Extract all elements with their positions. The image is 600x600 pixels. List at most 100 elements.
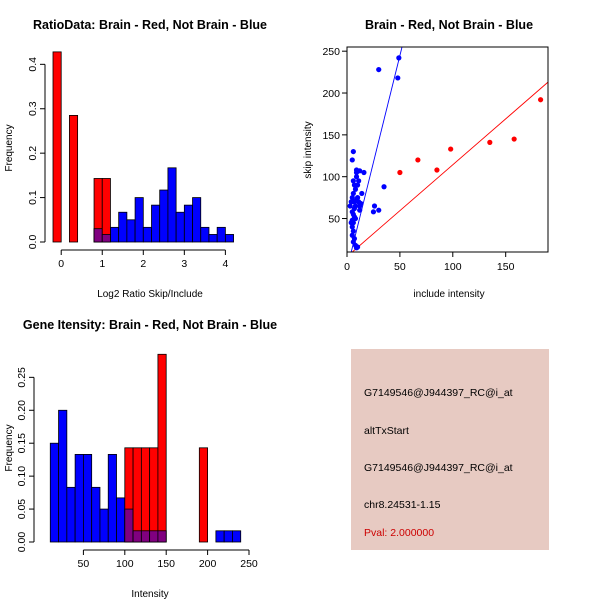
bar-not-brain bbox=[118, 211, 128, 243]
scatter-frame bbox=[346, 46, 549, 253]
point-not-brain bbox=[359, 190, 365, 197]
point-not-brain bbox=[356, 178, 362, 184]
y-tick-label: 0.05 bbox=[16, 499, 28, 520]
y-tick-label: 0.10 bbox=[16, 466, 28, 487]
point-not-brain bbox=[349, 157, 355, 163]
bar-not-brain bbox=[151, 204, 161, 243]
y-tick-label: 0.25 bbox=[16, 367, 28, 388]
y-tick-label: 100 bbox=[322, 172, 340, 184]
bar-not-brain bbox=[192, 197, 202, 243]
point-not-brain bbox=[357, 207, 363, 213]
bar-not-brain bbox=[142, 226, 152, 243]
x-tick-label: 50 bbox=[394, 261, 406, 273]
x-tick-label: 150 bbox=[157, 558, 175, 570]
y-tick-label: 200 bbox=[322, 88, 340, 100]
bar-not-brain bbox=[66, 486, 76, 543]
bar-overlap bbox=[132, 530, 142, 543]
ratio-bars bbox=[52, 51, 234, 243]
point-brain bbox=[448, 146, 454, 152]
bar-not-brain bbox=[91, 486, 101, 543]
info-event-type: altTxStart bbox=[364, 425, 409, 437]
ratio-y-axis-label: Frequency bbox=[4, 124, 15, 171]
point-brain bbox=[397, 169, 403, 176]
point-not-brain bbox=[347, 203, 353, 209]
gene-x-axis-label: Intensity bbox=[131, 589, 168, 600]
point-not-brain bbox=[349, 195, 355, 201]
point-not-brain bbox=[376, 207, 382, 213]
bar-not-brain bbox=[183, 204, 193, 243]
gene-chart-title: Gene Itensity: Brain - Red, Not Brain - … bbox=[23, 318, 277, 332]
point-brain bbox=[434, 167, 440, 173]
point-not-brain bbox=[395, 75, 401, 81]
y-tick-label: 0.20 bbox=[16, 400, 28, 421]
bar-not-brain bbox=[49, 442, 59, 543]
ratio-histogram-panel: RatioData: Brain - Red, Not Brain - Blue… bbox=[4, 18, 267, 300]
bar-not-brain bbox=[175, 211, 185, 243]
bar-not-brain bbox=[208, 234, 218, 243]
x-tick-label: 100 bbox=[116, 558, 134, 570]
x-tick-label: 1 bbox=[99, 258, 105, 270]
point-not-brain bbox=[371, 203, 378, 209]
bar-not-brain bbox=[223, 530, 233, 543]
x-tick-label: 100 bbox=[444, 261, 462, 273]
scatter-x-axis-label: include intensity bbox=[413, 289, 484, 300]
bar-not-brain bbox=[159, 189, 169, 243]
y-tick-label: 0.3 bbox=[27, 101, 39, 116]
point-not-brain bbox=[357, 203, 363, 209]
bar-not-brain bbox=[110, 226, 120, 243]
x-tick-label: 50 bbox=[78, 558, 90, 570]
bar-not-brain bbox=[167, 167, 177, 243]
ratio-chart-title: RatioData: Brain - Red, Not Brain - Blue bbox=[33, 18, 267, 32]
bar-not-brain bbox=[134, 197, 144, 243]
bar-brain bbox=[198, 447, 209, 543]
bar-not-brain bbox=[126, 219, 136, 243]
x-tick-label: 150 bbox=[497, 261, 515, 273]
point-not-brain bbox=[354, 195, 361, 201]
bar-overlap bbox=[149, 530, 159, 543]
x-tick-label: 0 bbox=[58, 258, 64, 270]
point-not-brain bbox=[350, 190, 356, 197]
x-tick-label: 4 bbox=[222, 258, 228, 270]
bar-overlap bbox=[124, 508, 134, 543]
point-brain bbox=[487, 139, 493, 145]
x-tick-label: 0 bbox=[344, 261, 350, 273]
bar-overlap bbox=[101, 234, 111, 243]
bar-not-brain bbox=[107, 454, 117, 543]
bar-overlap bbox=[157, 530, 167, 543]
bar-not-brain bbox=[74, 454, 84, 543]
bar-brain bbox=[157, 353, 167, 543]
gene-y-axis-label: Frequency bbox=[4, 424, 15, 471]
x-tick-label: 3 bbox=[181, 258, 187, 270]
info-probe-id: G7149546@J944397_RC@i_at bbox=[364, 387, 513, 399]
point-brain bbox=[511, 136, 517, 142]
y-tick-label: 0.15 bbox=[16, 433, 28, 454]
info-panel-background bbox=[351, 349, 549, 550]
x-tick-label: 250 bbox=[240, 558, 258, 570]
bar-not-brain bbox=[215, 530, 225, 543]
bar-overlap bbox=[140, 530, 151, 543]
point-not-brain bbox=[361, 169, 367, 176]
scatter-plot-area: 0 50 100 150 50 100 150 200 250 bbox=[322, 46, 549, 273]
scatter-panel: Brain - Red, Not Brain - Blue include in… bbox=[303, 18, 549, 300]
point-brain bbox=[415, 157, 421, 163]
point-not-brain bbox=[350, 178, 356, 184]
bar-brain bbox=[132, 447, 142, 543]
y-tick-label: 50 bbox=[328, 214, 340, 226]
point-not-brain bbox=[353, 167, 360, 173]
bar-not-brain bbox=[216, 226, 226, 243]
point-not-brain bbox=[370, 209, 377, 215]
point-not-brain bbox=[376, 66, 382, 73]
bar-not-brain bbox=[99, 508, 109, 543]
bar-brain bbox=[52, 51, 62, 243]
bar-overlap bbox=[93, 228, 103, 243]
x-tick-label: 2 bbox=[140, 258, 146, 270]
scatter-chart-title: Brain - Red, Not Brain - Blue bbox=[365, 18, 533, 32]
point-not-brain bbox=[349, 224, 355, 230]
bar-not-brain bbox=[116, 497, 126, 543]
point-not-brain bbox=[352, 215, 359, 222]
scatter-y-axis-label: skip intensity bbox=[303, 121, 314, 178]
x-tick-label: 200 bbox=[199, 558, 217, 570]
bar-not-brain bbox=[232, 530, 242, 543]
gene-axes: 50 100 150 200 250 0.00 0.05 0.10 0.15 0.20 0.25 bbox=[16, 367, 258, 570]
